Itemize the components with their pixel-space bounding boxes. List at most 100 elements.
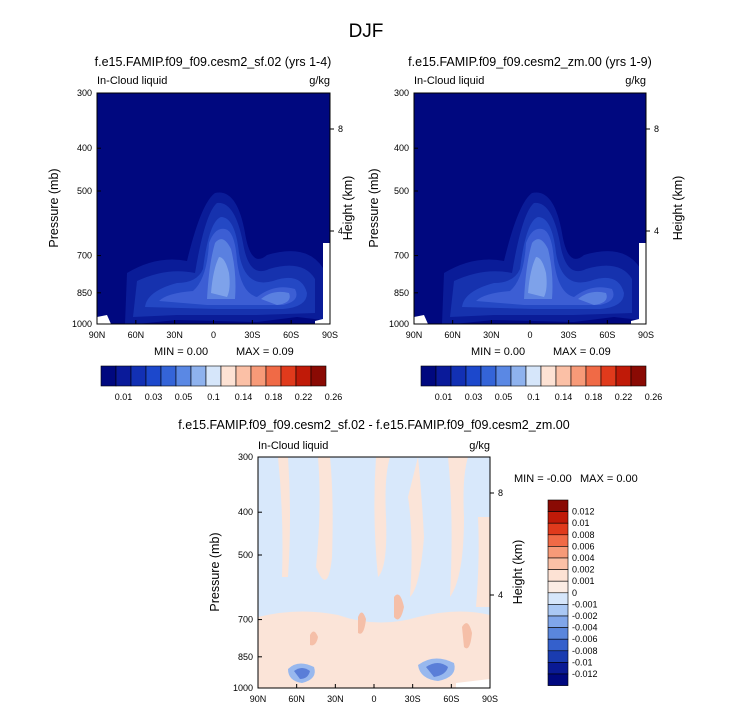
panel-3-ylabel: Pressure (mb): [208, 532, 222, 611]
x-tick-label: 90N: [406, 330, 423, 340]
y2-tick-label: 4: [498, 590, 503, 600]
y-tick-label: 500: [238, 550, 253, 560]
colorbar-cell: [115, 365, 132, 387]
colorbar-label: 0.05: [495, 392, 513, 402]
panel-1-contour-field: [97, 93, 330, 324]
panel-1-right-label: g/kg: [309, 75, 330, 87]
colorbar-label: 0.002: [572, 565, 595, 575]
y-tick-label: 300: [77, 88, 92, 98]
colorbar-cell: [555, 365, 572, 387]
colorbar-label: -0.004: [572, 623, 598, 633]
colorbar-cell: [205, 365, 222, 387]
colorbar-label: 0.22: [615, 392, 633, 402]
page-title: DJF: [349, 21, 384, 42]
colorbar-cell: [510, 365, 527, 387]
y-tick-label: 700: [394, 251, 409, 261]
colorbar-cell: [100, 365, 117, 387]
y-tick-label: 300: [238, 452, 253, 462]
colorbar-label: 0.18: [265, 392, 283, 402]
panel-3-y2label: Height (km): [511, 540, 525, 605]
colorbar-cell: [190, 365, 207, 387]
y-tick-label: 700: [238, 615, 253, 625]
x-tick-label: 90N: [89, 330, 106, 340]
colorbar-cell: [547, 638, 569, 652]
colorbar-cell: [220, 365, 237, 387]
colorbar-cell: [540, 365, 557, 387]
colorbar-cell: [547, 557, 569, 570]
colorbar-label: 0.012: [572, 507, 595, 517]
colorbar-label: -0.01: [572, 657, 593, 667]
colorbar-label: 0.01: [572, 518, 590, 528]
colorbar-cell: [310, 365, 327, 387]
x-tick-label: 0: [211, 330, 216, 340]
panel-1-ylabel: Pressure (mb): [47, 168, 61, 247]
colorbar-cell: [420, 365, 437, 387]
colorbar-label: 0.1: [207, 392, 220, 402]
colorbar-cell: [235, 365, 252, 387]
x-tick-label: 0: [527, 330, 532, 340]
panel-1-min-text: MIN = 0.00: [154, 346, 208, 358]
colorbar-label: 0.006: [572, 541, 595, 551]
panel-1-max-text: MAX = 0.09: [236, 346, 294, 358]
colorbar-cell: [265, 365, 282, 387]
colorbar-cell: [250, 365, 267, 387]
panel-3-left-label: In-Cloud liquid: [258, 440, 328, 452]
y-tick-label: 1000: [389, 319, 409, 329]
y-tick-label: 500: [394, 186, 409, 196]
colorbar-label: -0.006: [572, 634, 598, 644]
colorbar-label: 0.14: [235, 392, 253, 402]
colorbar-cell: [547, 534, 569, 547]
y2-tick-label: 8: [338, 124, 343, 134]
panel-3-title: f.e15.FAMIP.f09_f09.cesm2_sf.02 - f.e15.…: [178, 418, 569, 432]
y-tick-label: 300: [394, 88, 409, 98]
x-tick-label: 90S: [638, 330, 654, 340]
y-tick-label: 400: [238, 507, 253, 517]
colorbar-label: 0.01: [115, 392, 133, 402]
panel-2-right-label: g/kg: [625, 75, 646, 87]
panel-3-right-label: g/kg: [469, 440, 490, 452]
colorbar-label: 0.001: [572, 576, 595, 586]
colorbar-cell: [547, 662, 569, 675]
x-tick-label: 90S: [482, 694, 498, 704]
x-tick-label: 0: [371, 694, 376, 704]
x-tick-label: 30N: [166, 330, 183, 340]
panel-2-left-label: In-Cloud liquid: [414, 75, 484, 87]
x-tick-label: 30N: [483, 330, 500, 340]
colorbar-label: 0.01: [435, 392, 453, 402]
colorbar-cell: [435, 365, 452, 387]
colorbar-cell: [495, 365, 512, 387]
colorbar-cell: [547, 569, 569, 582]
y-tick-label: 700: [77, 251, 92, 261]
colorbar-cell: [525, 365, 542, 387]
colorbar-label: 0.03: [465, 392, 483, 402]
colorbar-cell: [547, 499, 569, 512]
y2-tick-label: 4: [654, 226, 659, 236]
panel-3: f.e15.FAMIP.f09_f09.cesm2_sf.02 - f.e15.…: [178, 418, 638, 704]
x-tick-label: 60N: [288, 694, 305, 704]
colorbar-cell: [615, 365, 632, 387]
y-tick-label: 1000: [72, 319, 92, 329]
x-tick-label: 60N: [444, 330, 461, 340]
colorbar-cell: [547, 627, 569, 640]
colorbar-label: 0.03: [145, 392, 163, 402]
colorbar-cell: [280, 365, 297, 387]
x-tick-label: 90N: [250, 694, 267, 704]
colorbar-cell: [547, 580, 569, 594]
colorbar-cell: [547, 546, 569, 559]
colorbar-cell: [480, 365, 497, 387]
colorbar-label: 0.18: [585, 392, 603, 402]
y-tick-label: 850: [238, 652, 253, 662]
x-tick-label: 30S: [561, 330, 577, 340]
x-tick-label: 30S: [244, 330, 260, 340]
x-tick-label: 60S: [599, 330, 615, 340]
panel-2-ylabel: Pressure (mb): [367, 168, 381, 247]
colorbar-cell: [585, 365, 602, 387]
colorbar-label: 0.26: [645, 392, 663, 402]
colorbar-cell: [547, 615, 569, 628]
x-tick-label: 60N: [128, 330, 145, 340]
colorbar-cell: [175, 365, 192, 387]
x-tick-label: 90S: [322, 330, 338, 340]
panel-2: f.e15.FAMIP.f09_f09.cesm2_zm.00 (yrs 1-9…: [367, 55, 685, 402]
panel-3-max-text: MAX = 0.00: [580, 473, 638, 485]
